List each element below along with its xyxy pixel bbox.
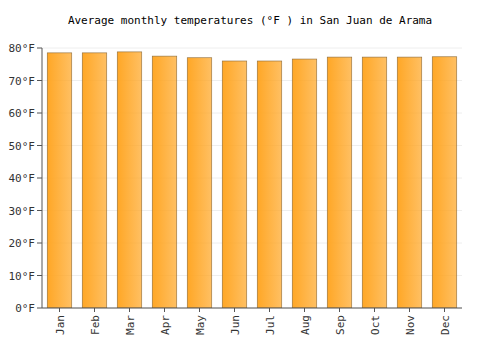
bar — [257, 61, 282, 308]
y-tick — [37, 80, 42, 81]
bar — [397, 57, 422, 308]
x-tick-label: Dec — [439, 315, 452, 335]
chart: Average monthly temperatures (°F ) in Sa… — [0, 0, 500, 350]
bars — [47, 52, 457, 308]
x-tick-label: Aug — [299, 315, 312, 335]
bar — [327, 57, 352, 308]
y-tick-label: 0°F — [15, 302, 35, 315]
grid-line — [42, 48, 462, 49]
y-tick — [37, 308, 42, 309]
chart-container: Average monthly temperatures (°F ) in Sa… — [0, 0, 500, 350]
x-tick — [409, 308, 410, 312]
x-tick — [339, 308, 340, 312]
x-tick — [234, 308, 235, 312]
y-tick-label: 70°F — [9, 75, 36, 88]
x-tick-label: May — [194, 315, 207, 335]
x-tick-label: Jun — [229, 315, 242, 335]
x-tick-label: Nov — [404, 315, 417, 335]
x-tick — [59, 308, 60, 312]
x-tick-label: Jan — [54, 315, 67, 335]
y-tick — [37, 113, 42, 114]
bar — [222, 61, 247, 308]
bar — [47, 53, 72, 308]
x-tick — [304, 308, 305, 312]
x-tick — [444, 308, 445, 312]
y-tick-label: 60°F — [9, 107, 36, 120]
bar — [117, 52, 142, 308]
y-tick-label: 30°F — [9, 205, 36, 218]
x-tick-label: Oct — [369, 315, 382, 335]
y-tick — [37, 275, 42, 276]
y-axis — [42, 48, 43, 308]
bar — [82, 53, 107, 308]
title: Average monthly temperatures (°F ) in Sa… — [68, 14, 432, 27]
y-tick — [37, 145, 42, 146]
x-tick — [199, 308, 200, 312]
y-tick — [37, 178, 42, 179]
x-tick — [129, 308, 130, 312]
x-axis — [42, 308, 462, 309]
bar — [187, 58, 212, 308]
bar — [292, 59, 317, 308]
x-tick-label: Jul — [264, 315, 277, 335]
x-tick — [269, 308, 270, 312]
x-tick — [94, 308, 95, 312]
x-tick-label: Feb — [89, 315, 102, 335]
bar — [362, 57, 387, 308]
x-tick-label: Mar — [124, 315, 137, 335]
y-tick — [37, 48, 42, 49]
y-tick-label: 80°F — [9, 42, 36, 55]
y-tick — [37, 210, 42, 211]
bar — [432, 57, 457, 308]
x-tick-label: Apr — [159, 315, 172, 335]
x-tick — [374, 308, 375, 312]
bar — [152, 56, 177, 308]
y-tick-label: 40°F — [9, 172, 36, 185]
x-tick-label: Sep — [334, 315, 347, 335]
x-tick — [164, 308, 165, 312]
grid-line — [42, 308, 462, 309]
y-tick-label: 20°F — [9, 237, 36, 250]
y-tick-label: 10°F — [9, 270, 36, 283]
y-tick — [37, 243, 42, 244]
y-tick-label: 50°F — [9, 140, 36, 153]
